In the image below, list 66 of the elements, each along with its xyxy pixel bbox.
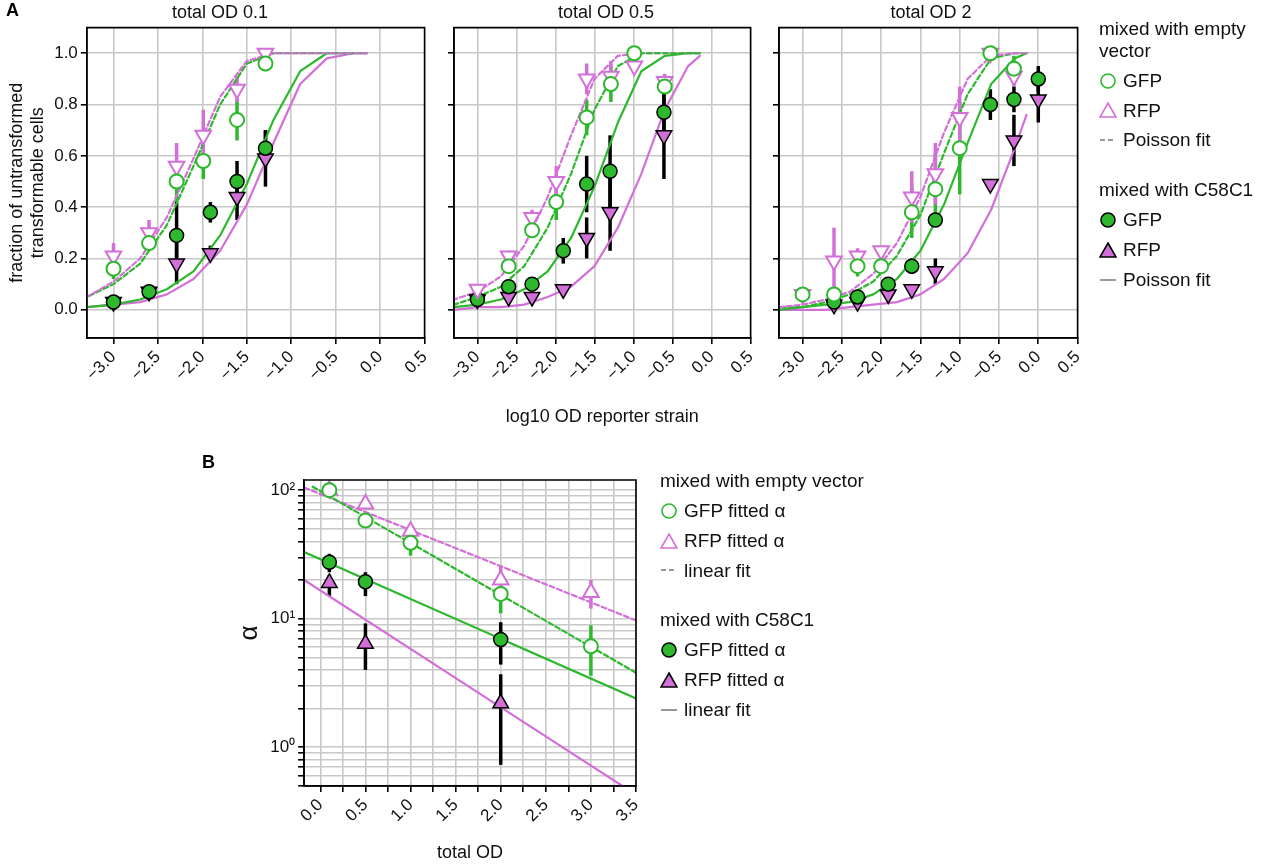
legend-label: RFP bbox=[1123, 99, 1161, 122]
chart-title: total OD 2 bbox=[890, 1, 972, 22]
y-tick-label: 0.8 bbox=[54, 94, 78, 114]
legend-label: RFP fitted α bbox=[684, 669, 785, 691]
x-tick-label: −0.5 bbox=[967, 346, 1006, 385]
x-tick-label: 1.0 bbox=[386, 794, 417, 826]
x-tick-label: −1.0 bbox=[928, 346, 966, 385]
y-axis-title: fraction of untransformed transformable cells bbox=[5, 82, 48, 283]
legend-label: GFP fitted α bbox=[684, 499, 786, 522]
y-tick-label: 0.4 bbox=[54, 196, 78, 216]
text: B bbox=[202, 451, 215, 472]
x-tick-label: −2.0 bbox=[850, 346, 888, 385]
x-tick-label: −1.5 bbox=[215, 346, 253, 385]
chart-title: total OD 0.5 bbox=[557, 1, 655, 22]
text: mixed with C58C1 bbox=[1099, 179, 1255, 202]
x-tick-label: −3.0 bbox=[82, 346, 120, 385]
x-tick-label: 2.0 bbox=[476, 794, 507, 826]
legend-label: GFP bbox=[1123, 209, 1163, 231]
text: A bbox=[6, 0, 19, 20]
y-tick-label: 0.6 bbox=[54, 145, 78, 165]
x-tick-label: −2.5 bbox=[126, 346, 165, 385]
y-axis-title: α bbox=[232, 625, 263, 641]
x-tick-label: 0.0 bbox=[356, 346, 387, 378]
legend-label: GFP fitted α bbox=[684, 639, 786, 662]
chart-title: total OD 0.1 bbox=[171, 1, 269, 22]
x-tick-label: 3.5 bbox=[611, 794, 643, 826]
y-tick-label: 1.0 bbox=[54, 42, 78, 62]
x-tick-label: −3.0 bbox=[771, 346, 809, 385]
x-tick-label: −0.5 bbox=[304, 346, 342, 385]
x-tick-label: 0.0 bbox=[296, 794, 327, 826]
text: mixed with C58C1 bbox=[660, 609, 816, 632]
x-tick-label: 0.5 bbox=[400, 346, 431, 378]
legend-label: RFP fitted α bbox=[684, 529, 785, 552]
x-tick-label: 0.5 bbox=[341, 794, 372, 826]
y-tick-label: 10² bbox=[270, 479, 296, 499]
legend-label: GFP bbox=[1123, 69, 1163, 92]
x-tick-label: 3.0 bbox=[566, 794, 598, 826]
x-tick-label: −2.0 bbox=[524, 346, 562, 385]
x-tick-label: 0.0 bbox=[687, 346, 718, 378]
x-tick-label: 0.0 bbox=[1014, 346, 1045, 378]
text: linear fit bbox=[684, 559, 751, 582]
x-tick-label: 1.5 bbox=[431, 794, 462, 826]
x-tick-label: −3.0 bbox=[446, 346, 484, 385]
x-tick-label: 0.5 bbox=[726, 346, 757, 378]
legend-label: RFP bbox=[1123, 238, 1161, 261]
text: mixed with empty vector bbox=[1099, 18, 1247, 62]
x-tick-label: 0.5 bbox=[1053, 346, 1084, 378]
y-tick-label: 0.0 bbox=[54, 299, 78, 319]
text: Poisson fit bbox=[1123, 129, 1211, 152]
x-tick-label: −1.0 bbox=[260, 346, 298, 385]
text: Poisson fit bbox=[1123, 268, 1211, 291]
x-tick-label: −2.5 bbox=[485, 346, 523, 385]
y-tick-label: 0.2 bbox=[54, 248, 78, 268]
y-tick-label: 10¹ bbox=[270, 608, 296, 628]
x-tick-label: −2.5 bbox=[810, 346, 848, 385]
x-axis-title: total OD bbox=[437, 842, 504, 863]
text: mixed with empty vector bbox=[660, 470, 864, 492]
y-tick-label: 10⁰ bbox=[270, 736, 296, 756]
x-tick-label: −1.5 bbox=[563, 346, 601, 385]
x-axis-title: log10 OD reporter strain bbox=[505, 406, 699, 427]
x-tick-label: −1.5 bbox=[889, 346, 927, 385]
x-tick-label: 2.5 bbox=[521, 794, 552, 826]
x-tick-label: −2.0 bbox=[171, 346, 209, 385]
x-tick-label: −1.0 bbox=[602, 346, 640, 385]
x-tick-label: −0.5 bbox=[641, 346, 679, 385]
text: linear fit bbox=[684, 698, 751, 721]
